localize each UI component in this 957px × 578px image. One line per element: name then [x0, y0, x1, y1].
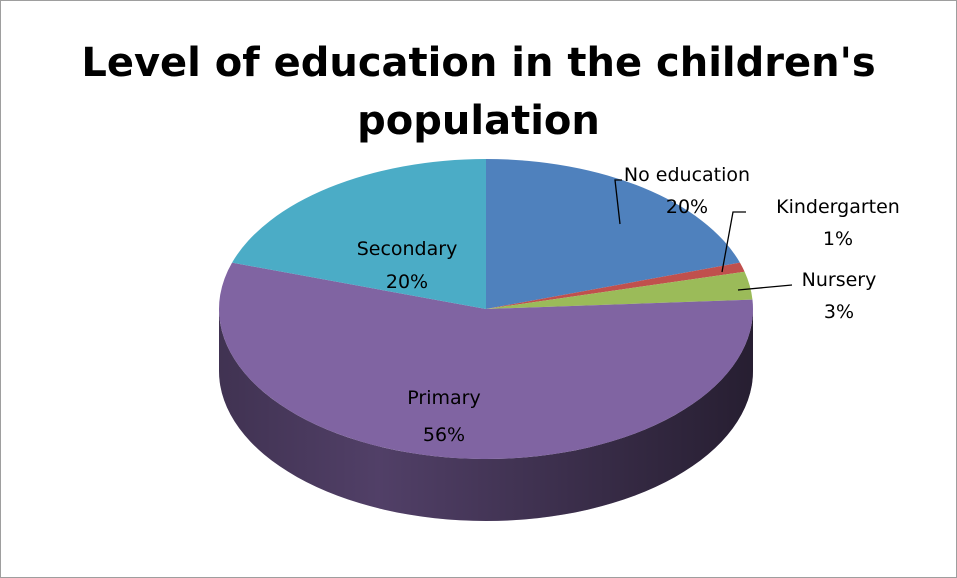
pie-top-faces	[219, 159, 754, 459]
leader-line-2	[737, 284, 793, 291]
slice-label-name-0: No education	[624, 164, 750, 186]
slice-label-value-0: 20%	[666, 196, 708, 218]
pie-side-walls	[219, 309, 753, 521]
chart-title: Level of education in the children's pop…	[0, 34, 957, 150]
slice-label-name-2: Nursery	[802, 269, 877, 291]
slice-label-value-1: 1%	[823, 228, 853, 250]
slice-top-0	[486, 159, 740, 309]
chart-title-line-2: population	[357, 98, 600, 144]
leader-line-1	[721, 211, 746, 273]
chart-title-line-1: Level of education in the children's	[81, 40, 876, 86]
slice-label-value-2: 3%	[824, 301, 854, 323]
slice-label-name-1: Kindergarten	[776, 196, 900, 218]
slice-label-value-4: 20%	[386, 271, 428, 293]
leader-line-0	[614, 179, 622, 225]
slice-top-4	[232, 159, 486, 309]
slice-label-name-3: Primary	[407, 387, 480, 409]
leader-lines	[614, 179, 793, 291]
slice-side-shade-3	[219, 309, 753, 521]
slice-top-1	[486, 262, 745, 309]
slice-top-2	[486, 271, 753, 309]
data-labels: No education 20% Kindergarten 1% Nursery 3% Pr…	[357, 164, 900, 446]
slice-top-3	[219, 262, 754, 459]
slice-label-value-3: 56%	[423, 424, 465, 446]
slice-label-name-4: Secondary	[357, 238, 458, 260]
